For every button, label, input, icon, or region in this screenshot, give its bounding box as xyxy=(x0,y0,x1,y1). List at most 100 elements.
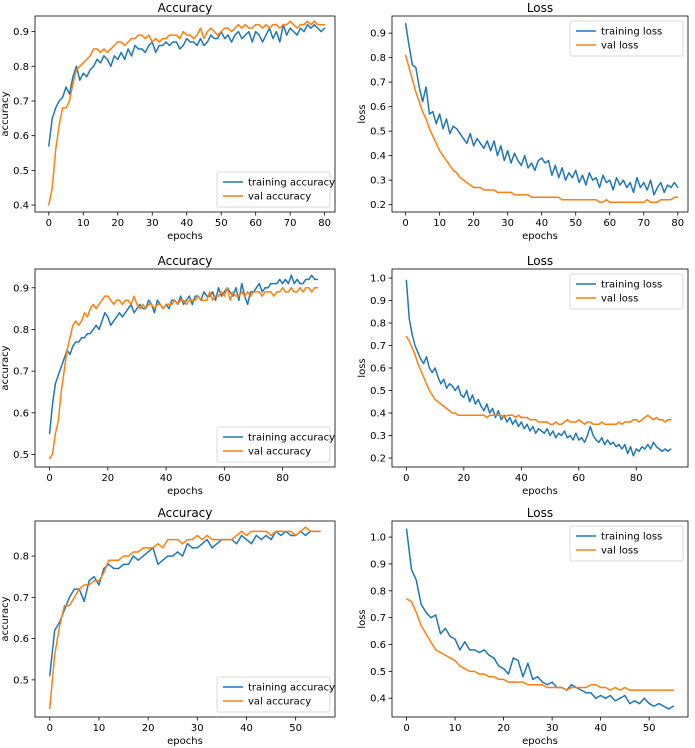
data-point xyxy=(439,113,441,115)
data-point xyxy=(203,291,205,293)
x-tick-label: 50 xyxy=(289,723,302,734)
data-point xyxy=(432,135,434,137)
data-point xyxy=(156,299,158,301)
data-point xyxy=(425,611,427,613)
x-tick-label: 0 xyxy=(46,473,52,484)
legend: training loss val loss xyxy=(569,273,684,310)
data-point xyxy=(609,689,611,691)
y-axis-label: loss xyxy=(357,609,368,628)
series-line-val-accuracy xyxy=(49,526,321,709)
data-point xyxy=(569,434,571,437)
data-point xyxy=(532,419,534,421)
data-point xyxy=(255,24,257,26)
x-tick-label: 60 xyxy=(572,473,585,484)
data-point xyxy=(103,571,105,574)
data-point xyxy=(666,199,669,201)
data-point xyxy=(182,299,185,301)
data-point xyxy=(513,152,516,154)
data-point xyxy=(167,538,169,541)
data-point xyxy=(483,147,485,149)
data-point xyxy=(575,421,577,423)
data-point xyxy=(445,118,448,120)
data-point xyxy=(661,450,663,452)
data-point xyxy=(420,369,422,371)
data-point xyxy=(252,291,255,293)
data-point xyxy=(493,189,495,191)
data-point xyxy=(544,162,546,164)
data-point xyxy=(486,140,488,142)
data-point xyxy=(157,563,159,565)
data-point xyxy=(646,189,648,191)
data-point xyxy=(83,584,85,586)
data-point xyxy=(466,142,468,144)
data-point xyxy=(612,189,614,191)
y-tick-label: 0.9 xyxy=(370,29,386,40)
data-point xyxy=(638,689,641,691)
data-point xyxy=(230,41,233,43)
data-point xyxy=(124,44,126,47)
legend-label: training accuracy xyxy=(248,683,335,694)
data-point xyxy=(627,421,629,423)
data-point xyxy=(408,340,410,342)
data-point xyxy=(592,179,594,181)
data-point xyxy=(81,337,83,339)
data-point xyxy=(496,191,499,193)
data-point xyxy=(551,681,553,683)
y-tick-label: 0.5 xyxy=(370,386,386,397)
data-point xyxy=(133,295,135,297)
data-point xyxy=(299,287,301,289)
data-point xyxy=(51,117,53,119)
data-point xyxy=(520,416,522,419)
legend: training accuracy val accuracy xyxy=(216,676,335,713)
data-point xyxy=(423,376,425,378)
x-tick-label: 20 xyxy=(142,723,155,734)
data-point xyxy=(51,453,54,456)
y-tick-label: 0.8 xyxy=(13,325,29,336)
data-point xyxy=(148,44,150,47)
data-point xyxy=(541,196,543,198)
data-point xyxy=(454,660,456,662)
data-point xyxy=(224,37,226,40)
data-point xyxy=(199,37,202,40)
series-points-val-accuracy xyxy=(49,526,321,710)
data-point xyxy=(48,145,50,147)
data-point xyxy=(69,337,71,339)
data-point xyxy=(561,686,563,689)
data-point xyxy=(653,705,655,707)
data-point xyxy=(517,414,520,416)
data-point xyxy=(237,31,240,33)
data-point xyxy=(639,186,641,189)
data-point xyxy=(532,425,534,428)
data-point xyxy=(410,568,413,570)
data-point xyxy=(180,299,182,301)
data-point xyxy=(272,37,274,40)
data-point xyxy=(595,199,597,201)
data-point xyxy=(127,555,130,557)
data-point xyxy=(537,421,540,423)
data-point xyxy=(302,282,304,285)
series-line-val-loss xyxy=(406,598,674,691)
data-point xyxy=(158,44,160,47)
x-axis-label: epochs xyxy=(522,486,558,497)
data-point xyxy=(595,423,597,425)
data-point xyxy=(122,555,125,557)
data-point xyxy=(435,142,437,144)
data-point xyxy=(108,563,110,565)
data-point xyxy=(122,563,125,565)
data-point xyxy=(61,96,64,99)
data-point xyxy=(564,179,567,181)
data-point xyxy=(658,448,660,450)
data-point xyxy=(209,291,211,293)
data-point xyxy=(483,410,485,412)
data-point xyxy=(606,439,609,441)
data-point xyxy=(172,34,174,36)
data-point xyxy=(534,196,536,198)
data-point xyxy=(217,37,219,40)
data-point xyxy=(101,299,103,301)
data-point xyxy=(75,65,77,67)
data-point xyxy=(115,316,118,318)
data-point xyxy=(554,196,556,198)
data-point xyxy=(624,686,626,689)
data-point xyxy=(171,299,173,301)
data-point xyxy=(293,24,295,26)
